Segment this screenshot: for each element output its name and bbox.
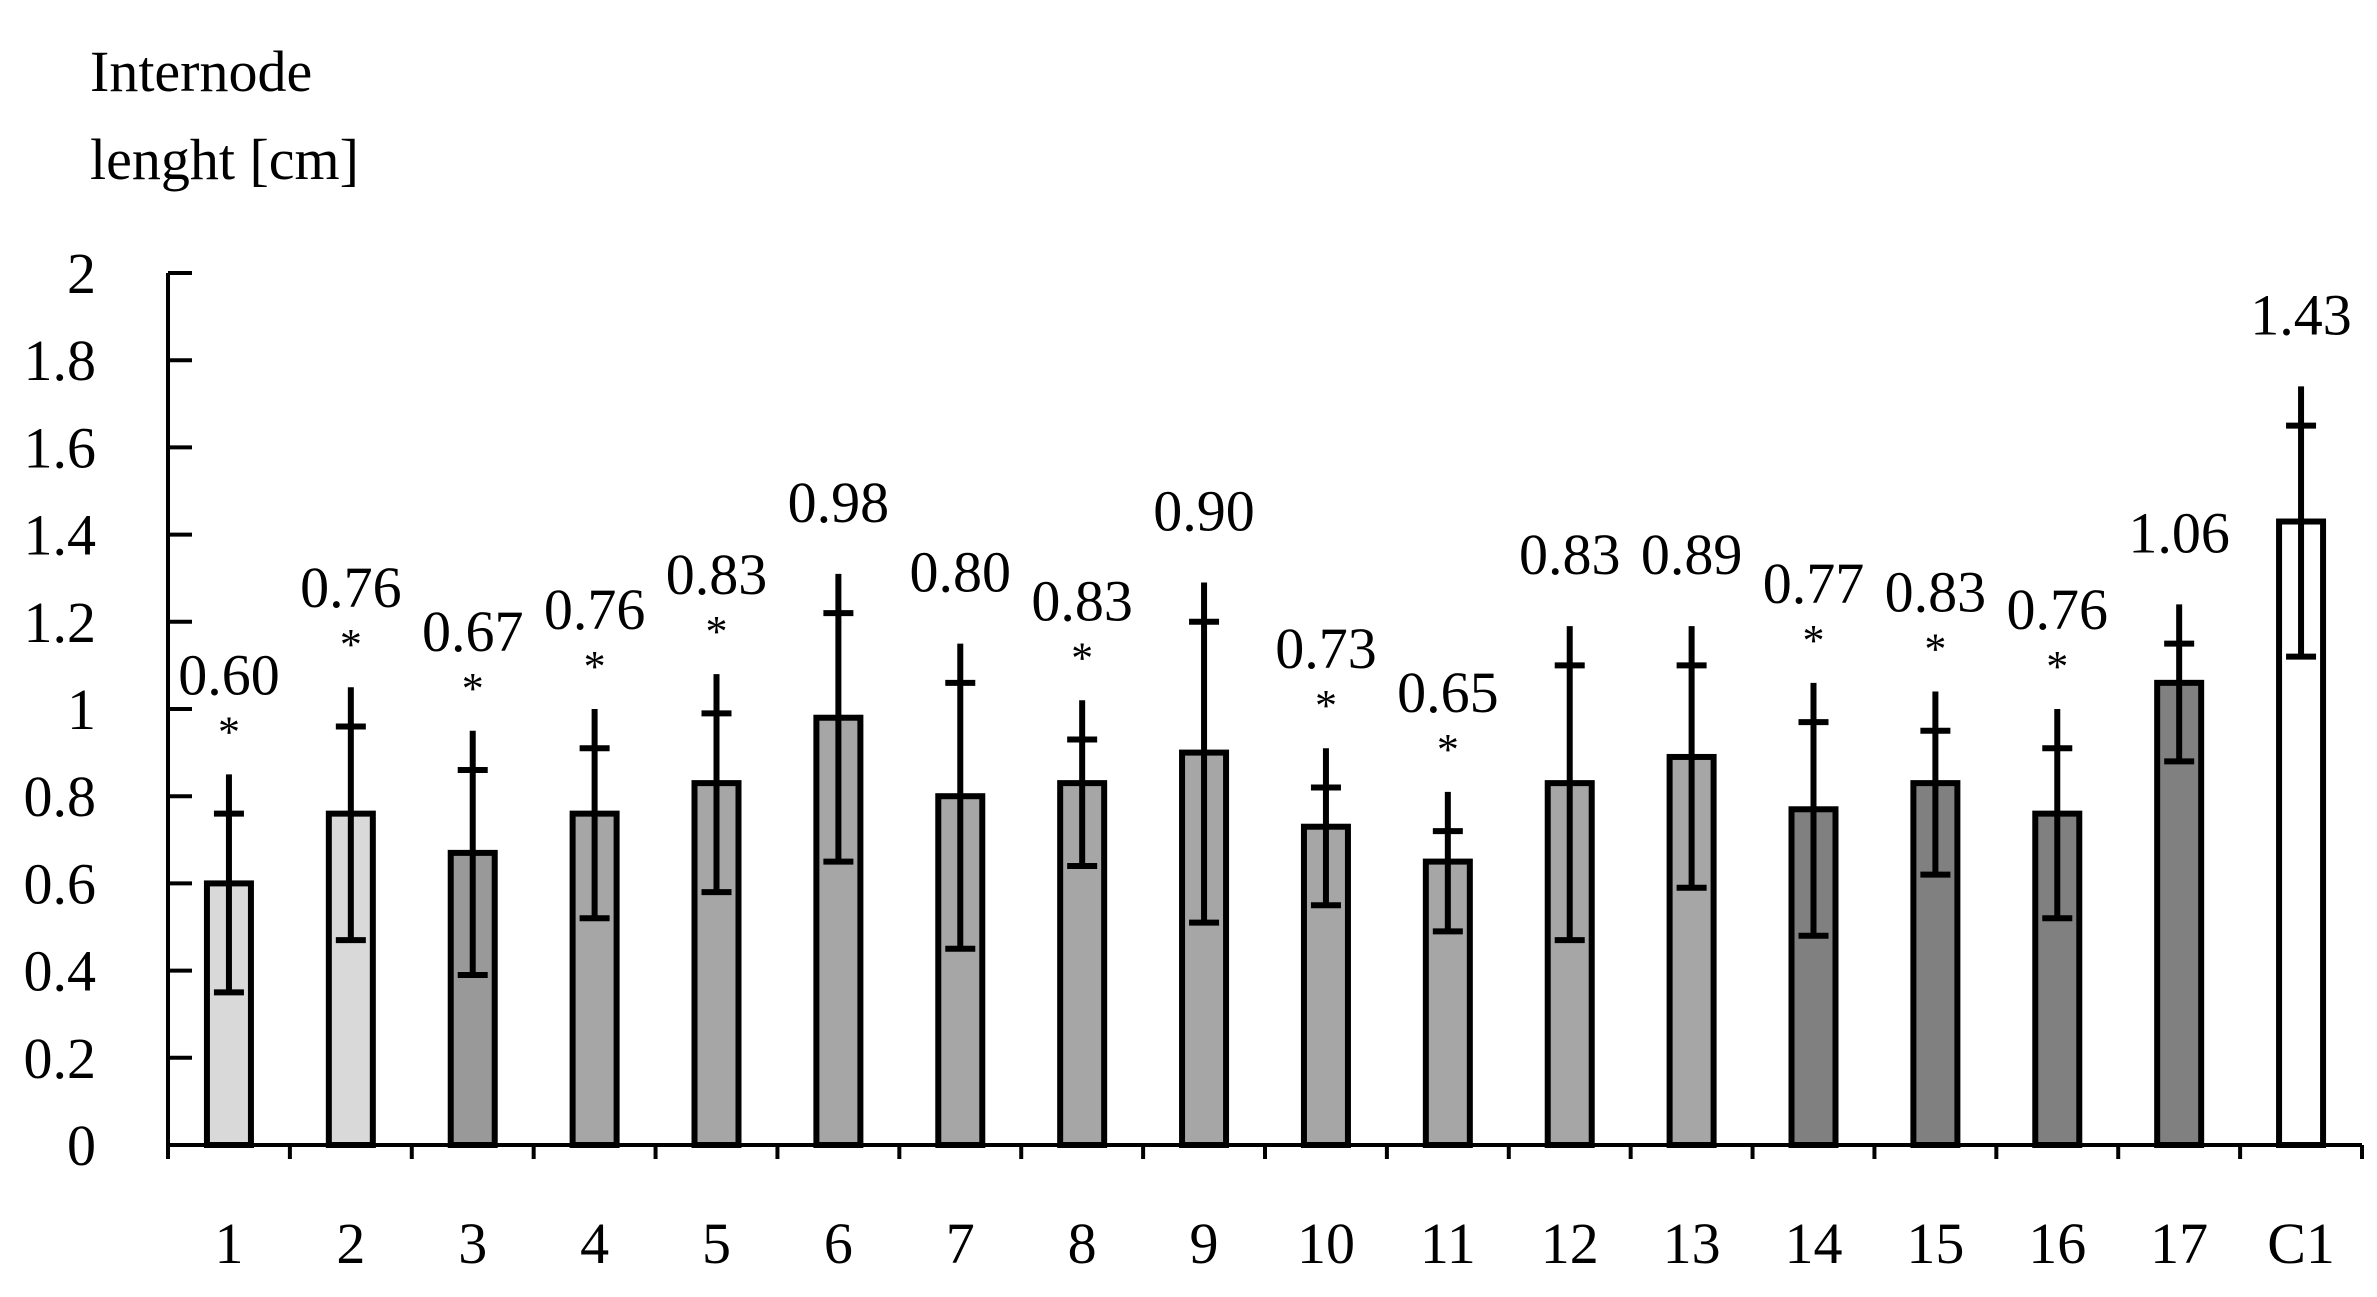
- data-label: 0.83: [666, 542, 768, 607]
- x-tick-label: 4: [580, 1211, 609, 1276]
- x-tick-label: 8: [1068, 1211, 1097, 1276]
- y-tick-label: 2: [67, 241, 96, 306]
- data-label: 1.06: [2128, 500, 2230, 565]
- x-tick-label: 1: [214, 1211, 243, 1276]
- data-label: 0.80: [910, 540, 1012, 605]
- y-axis-label: Internode lenght [cm]: [90, 28, 359, 204]
- x-tick-label: 13: [1663, 1211, 1721, 1276]
- x-tick-label: 5: [702, 1211, 731, 1276]
- data-label: 0.67: [422, 599, 524, 664]
- data-label: 0.83: [1885, 560, 1987, 625]
- x-tick-label: 6: [824, 1211, 853, 1276]
- data-label: 0.77: [1763, 551, 1865, 616]
- data-label: 0.98: [788, 470, 890, 535]
- data-label: 0.73: [1275, 616, 1377, 681]
- data-label: 0.89: [1641, 522, 1743, 587]
- x-tick-label: 14: [1785, 1211, 1843, 1276]
- y-tick-label: 1: [67, 677, 96, 742]
- data-label: 0.76: [2007, 577, 2109, 642]
- significance-mark: *: [218, 707, 240, 756]
- bar: [1300, 823, 1351, 1148]
- x-tick-label: 12: [1541, 1211, 1599, 1276]
- y-tick-label: 0.8: [24, 764, 97, 829]
- y-tick-label: 0.6: [24, 851, 97, 916]
- y-axis-label-line-2: lenght [cm]: [90, 127, 359, 192]
- x-tick-label: 15: [1906, 1211, 1964, 1276]
- x-tick-label: 11: [1420, 1211, 1476, 1276]
- y-axis-label-line-1: Internode: [90, 39, 313, 104]
- data-label: 0.76: [544, 577, 646, 642]
- x-tick-label: 9: [1190, 1211, 1219, 1276]
- significance-mark: *: [584, 642, 606, 691]
- data-label: 0.76: [300, 555, 402, 620]
- x-tick-label: 3: [458, 1211, 487, 1276]
- x-tick-label: 7: [946, 1211, 975, 1276]
- significance-mark: *: [1803, 616, 1825, 665]
- y-tick-label: 1.8: [24, 328, 97, 393]
- significance-mark: *: [2046, 642, 2068, 691]
- y-tick-label: 0.2: [24, 1026, 97, 1091]
- significance-mark: *: [340, 620, 362, 669]
- significance-mark: *: [462, 664, 484, 713]
- data-label: 0.83: [1031, 568, 1133, 633]
- x-tick-label: 16: [2028, 1211, 2086, 1276]
- significance-mark: *: [1924, 625, 1946, 674]
- y-tick-label: 1.4: [24, 503, 97, 568]
- bar: [813, 714, 864, 1148]
- data-label: 0.83: [1519, 522, 1621, 587]
- bar: [1666, 753, 1717, 1149]
- y-tick-label: 0: [67, 1113, 96, 1178]
- data-label: 0.65: [1397, 660, 1499, 725]
- y-tick-label: 1.2: [24, 590, 97, 655]
- y-tick-label: 0.4: [24, 939, 97, 1004]
- y-tick-label: 1.6: [24, 415, 97, 480]
- data-label: 1.43: [2250, 282, 2352, 347]
- x-tick-label: 2: [336, 1211, 365, 1276]
- x-tick-label: C1: [2267, 1211, 2335, 1276]
- significance-mark: *: [1437, 725, 1459, 774]
- data-label: 0.60: [178, 642, 280, 707]
- x-tick-label: 10: [1297, 1211, 1355, 1276]
- significance-mark: *: [1071, 633, 1093, 682]
- significance-mark: *: [1315, 681, 1337, 730]
- data-label: 0.90: [1153, 479, 1255, 544]
- significance-mark: *: [706, 607, 728, 656]
- x-tick-label: 17: [2150, 1211, 2208, 1276]
